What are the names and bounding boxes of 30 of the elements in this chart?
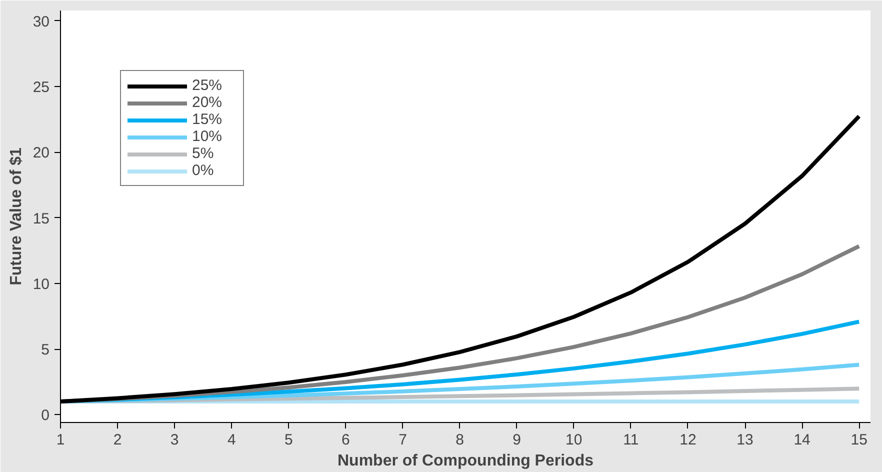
y-tick-label: 10 [32, 276, 50, 293]
y-tick-label: 25 [32, 79, 50, 96]
legend-label: 25% [192, 77, 224, 94]
x-tick-label: 8 [456, 432, 464, 448]
y-tick-label: 5 [41, 342, 50, 359]
x-tick-label: 12 [680, 432, 696, 448]
x-tick-label: 1 [56, 432, 65, 448]
x-tick-label: 2 [113, 432, 122, 448]
x-axis-title: Number of Compounding Periods [338, 452, 594, 470]
x-tick-label: 7 [398, 432, 407, 448]
y-tick-label: 0 [41, 407, 50, 424]
x-tick-label: 6 [342, 432, 350, 448]
x-tick-label: 4 [227, 432, 236, 448]
x-tick-label: 9 [512, 432, 522, 448]
y-axis-title: Future Value of $1 [8, 147, 25, 286]
x-tick-label: 3 [170, 432, 179, 448]
y-tick-label: 30 [32, 13, 50, 30]
legend-label: 5% [192, 145, 215, 162]
x-tick-label: 5 [284, 432, 293, 448]
x-tick-label: 10 [566, 432, 582, 448]
x-tick-label: 15 [850, 432, 868, 448]
legend-label: 0% [192, 162, 215, 179]
legend-label: 20% [192, 94, 224, 111]
x-tick-label: 14 [794, 432, 810, 448]
legend-label: 15% [192, 111, 224, 128]
y-tick-label: 15 [32, 210, 50, 228]
legend-label: 10% [192, 128, 224, 145]
y-tick-label: 20 [32, 144, 50, 162]
x-tick-label: 11 [623, 432, 639, 448]
x-tick-label: 13 [736, 432, 754, 448]
